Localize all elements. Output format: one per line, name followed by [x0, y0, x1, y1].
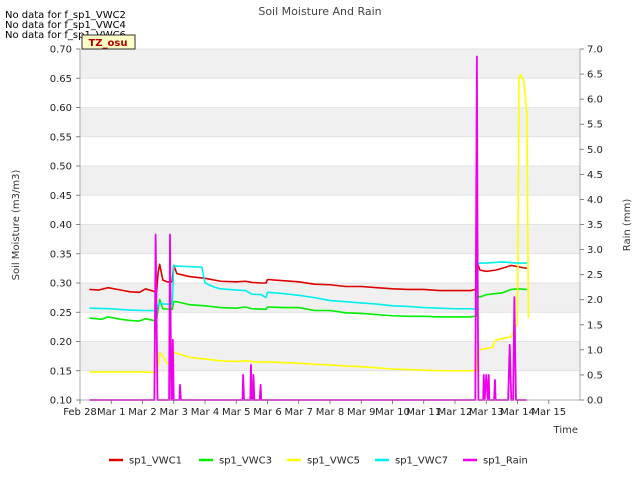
- y-axis-label: Soil Moisture (m3/m3): [11, 170, 22, 281]
- x-tick-label: Mar 13: [469, 407, 504, 418]
- no-data-note-vwc4: No data for f_sp1_VWC4: [5, 20, 126, 31]
- y2-tick-label: 6.5: [587, 70, 603, 81]
- y2-tick-label: 3.5: [587, 220, 603, 231]
- y-tick-label: 0.60: [50, 103, 72, 114]
- y2-tick-label: 0.5: [587, 370, 603, 381]
- chart-title: Soil Moisture And Rain: [258, 5, 381, 18]
- x-tick-label: Mar 6: [253, 407, 281, 418]
- y2-tick-label: 7.0: [587, 45, 603, 56]
- no-data-note-vwc2: No data for f_sp1_VWC2: [5, 10, 126, 21]
- y2-tick-label: 6.0: [587, 95, 603, 106]
- chart-labels: Soil Moisture And Rain Time Soil Moistur…: [5, 5, 633, 436]
- series-line-sp1_VWC7: [89, 261, 527, 312]
- series-line-sp1_Rain: [89, 55, 527, 401]
- series-lines: [89, 55, 530, 401]
- y-tick-label: 0.70: [50, 45, 72, 56]
- legend-label: sp1_VWC1: [129, 456, 182, 467]
- y2-tick-label: 1.5: [587, 320, 603, 331]
- band: [80, 166, 580, 196]
- y-tick-label: 0.30: [50, 279, 72, 290]
- x-tick-label: Mar 11: [406, 407, 441, 418]
- y2-tick-label: 5.5: [587, 120, 603, 131]
- tick-labels: 0.100.150.200.250.300.350.400.450.500.55…: [50, 45, 603, 419]
- band: [80, 283, 580, 313]
- legend-label: sp1_VWC3: [219, 456, 272, 467]
- band: [80, 49, 580, 79]
- x-tick-label: Mar 3: [160, 407, 188, 418]
- y-tick-label: 0.35: [50, 249, 72, 260]
- y-tick-label: 0.25: [50, 308, 72, 319]
- y2-tick-label: 2.5: [587, 270, 603, 281]
- legend-item-sp1_VWC5: sp1_VWC5: [287, 456, 360, 467]
- site-badge-box: [81, 34, 136, 50]
- legend-item-sp1_VWC1: sp1_VWC1: [109, 456, 182, 467]
- y-tick-label: 0.50: [50, 162, 72, 173]
- x-axis-label: Time: [553, 425, 578, 436]
- y-tick-label: 0.20: [50, 337, 72, 348]
- x-tick-label: Mar 5: [222, 407, 250, 418]
- y2-tick-label: 2.0: [587, 295, 603, 306]
- y2-tick-label: 5.0: [587, 145, 603, 156]
- y2-tick-label: 0.0: [587, 396, 603, 407]
- y-tick-label: 0.45: [50, 191, 72, 202]
- legend-item-sp1_VWC3: sp1_VWC3: [199, 456, 272, 467]
- legend: sp1_VWC1 sp1_VWC3 sp1_VWC5 sp1_VWC7 sp1_Rain: [109, 456, 528, 467]
- y-tick-label: 0.55: [50, 132, 72, 143]
- band: [80, 107, 580, 137]
- legend-label: sp1_Rain: [483, 456, 528, 467]
- x-tick-label: Mar 2: [128, 407, 156, 418]
- x-tick-label: Mar 10: [375, 407, 410, 418]
- x-tick-label: Mar 15: [531, 407, 566, 418]
- series-line-sp1_VWC5: [89, 73, 530, 374]
- y-tick-label: 0.10: [50, 396, 72, 407]
- x-tick-label: Mar 12: [438, 407, 473, 418]
- legend-item-sp1_Rain: sp1_Rain: [463, 456, 528, 467]
- y-tick-label: 0.40: [50, 220, 72, 231]
- y2-tick-label: 1.0: [587, 345, 603, 356]
- x-tick-label: Mar 1: [97, 407, 125, 418]
- x-tick-label: Mar 8: [316, 407, 344, 418]
- y2-tick-label: 3.0: [587, 245, 603, 256]
- y2-axis-label: Rain (mm): [622, 199, 633, 252]
- no-data-note-vwc6: No data for f_sp1_VWC6: [5, 30, 126, 41]
- x-tick-label: Mar 14: [500, 407, 535, 418]
- y-tick-label: 0.15: [50, 366, 72, 377]
- x-tick-label: Mar 4: [191, 407, 219, 418]
- y-tick-label: 0.65: [50, 74, 72, 85]
- x-tick-label: Mar 7: [285, 407, 313, 418]
- y2-tick-label: 4.5: [587, 170, 603, 181]
- x-tick-label: Feb 28: [63, 407, 97, 418]
- y2-tick-label: 4.0: [587, 195, 603, 206]
- legend-item-sp1_VWC7: sp1_VWC7: [375, 456, 448, 467]
- site-badge: TZ_osu: [88, 38, 127, 49]
- band: [80, 224, 580, 254]
- legend-label: sp1_VWC7: [395, 456, 448, 467]
- legend-label: sp1_VWC5: [307, 456, 360, 467]
- x-tick-label: Mar 9: [347, 407, 375, 418]
